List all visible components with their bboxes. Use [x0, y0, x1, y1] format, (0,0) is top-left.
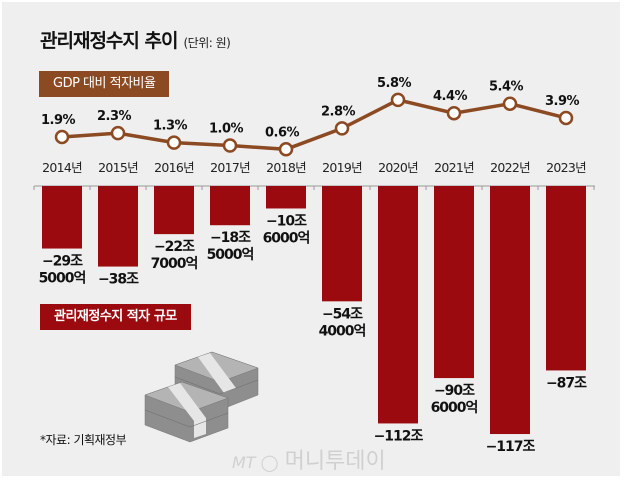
year-tick-label: 2015년	[98, 160, 138, 175]
ratio-data-label: 0.6%	[265, 125, 300, 140]
unit-label: (단위: 원)	[183, 36, 231, 50]
ratio-point-2015년	[110, 125, 126, 141]
ratio-point-2023년	[558, 110, 574, 126]
bar-2022년	[490, 186, 530, 435]
ratio-point-2016년	[166, 135, 182, 150]
bar-data-label: −54조	[322, 306, 363, 322]
ratio-line	[61, 98, 567, 152]
bar-data-label: −18조	[210, 230, 251, 246]
ratio-point-2018년	[278, 142, 294, 157]
bar-2023년	[546, 186, 586, 371]
bar-data-label: 5000억	[207, 247, 254, 263]
bar-data-label: −22조	[154, 239, 195, 255]
ratio-point-2021년	[446, 105, 462, 121]
bar-data-label: 7000억	[151, 256, 198, 272]
ratio-data-label: 4.4%	[433, 89, 468, 104]
source-note: *자료: 기획재정부	[40, 433, 127, 447]
ratio-data-label: 2.3%	[97, 109, 132, 124]
watermark-mt: MT ◯	[232, 453, 279, 472]
ratio-point-2014년	[54, 129, 70, 145]
year-tick-label: 2021년	[434, 160, 474, 175]
chart-title: 관리재정수지 추이 (단위: 원)	[40, 26, 231, 53]
line-legend-tag: GDP 대비 적자비율	[39, 71, 170, 97]
bar-data-label: −112조	[374, 428, 424, 444]
watermark-logo: MT ◯ 머니투데이	[232, 449, 386, 476]
bar-data-label: −38조	[98, 272, 139, 288]
bar-2021년	[434, 186, 474, 379]
money-stack-icon	[144, 351, 259, 443]
ratio-point-2020년	[390, 92, 406, 108]
bar-2014년	[42, 186, 82, 249]
year-tick-label: 2014년	[42, 160, 82, 175]
watermark-text: 머니투데이	[284, 449, 386, 474]
bar-2017년	[210, 186, 250, 226]
ratio-data-label: 1.9%	[41, 113, 76, 128]
bar-data-label: 6000억	[431, 400, 478, 416]
ratio-point-2019년	[334, 121, 350, 136]
bar-2016년	[154, 186, 194, 235]
ratio-point-2022년	[502, 96, 518, 111]
year-tick-label: 2018년	[266, 160, 306, 175]
bar-data-label: 5000억	[39, 271, 86, 287]
bar-data-label: −87조	[546, 375, 587, 391]
ratio-data-label: 5.8%	[377, 76, 412, 91]
ratio-data-label: 3.9%	[545, 94, 580, 109]
bar-data-label: −10조	[266, 213, 307, 229]
ratio-data-label: 2.8%	[321, 104, 356, 119]
year-tick-label: 2019년	[322, 160, 362, 175]
bar-2018년	[266, 186, 306, 209]
ratio-data-label: 1.0%	[209, 122, 244, 137]
bar-2019년	[322, 186, 362, 302]
year-tick-label: 2017년	[210, 160, 250, 175]
ratio-point-2017년	[222, 138, 238, 153]
bar-data-label: −90조	[434, 383, 475, 399]
year-tick-label: 2023년	[546, 160, 586, 175]
title-text: 관리재정수지 추이	[40, 30, 178, 52]
bar-data-label: 6000억	[263, 230, 310, 246]
bar-data-label: −117조	[486, 439, 536, 455]
ratio-data-label: 1.3%	[153, 119, 188, 134]
bar-legend-tag: 관리재정수지 적자 규모	[40, 304, 191, 330]
bar-2015년	[98, 186, 138, 267]
ratio-data-label: 5.4%	[489, 80, 524, 95]
bar-data-label: 4000억	[319, 323, 366, 339]
year-tick-label: 2020년	[378, 160, 418, 175]
bar-2020년	[378, 186, 418, 424]
bar-data-label: −29조	[42, 254, 83, 270]
year-tick-label: 2022년	[490, 160, 530, 175]
year-tick-label: 2016년	[154, 160, 194, 175]
